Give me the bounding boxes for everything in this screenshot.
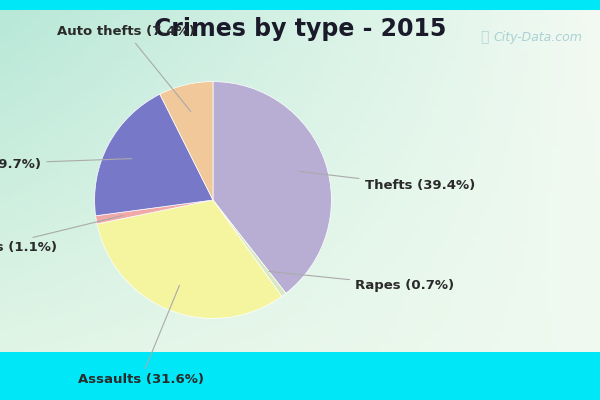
Text: Robberies (1.1%): Robberies (1.1%) [0, 216, 123, 254]
Wedge shape [95, 94, 213, 216]
Text: Auto thefts (7.4%): Auto thefts (7.4%) [57, 25, 195, 112]
Wedge shape [95, 200, 213, 224]
Wedge shape [97, 200, 282, 318]
Text: City-Data.com: City-Data.com [493, 30, 582, 44]
Wedge shape [213, 82, 331, 293]
Text: Crimes by type - 2015: Crimes by type - 2015 [154, 17, 446, 41]
Text: Assaults (31.6%): Assaults (31.6%) [77, 285, 203, 386]
Text: ⓘ: ⓘ [480, 30, 488, 44]
Text: Thefts (39.4%): Thefts (39.4%) [300, 172, 475, 192]
Text: Burglaries (19.7%): Burglaries (19.7%) [0, 158, 131, 171]
Text: Rapes (0.7%): Rapes (0.7%) [269, 272, 454, 292]
Wedge shape [213, 200, 286, 296]
Wedge shape [160, 82, 213, 200]
